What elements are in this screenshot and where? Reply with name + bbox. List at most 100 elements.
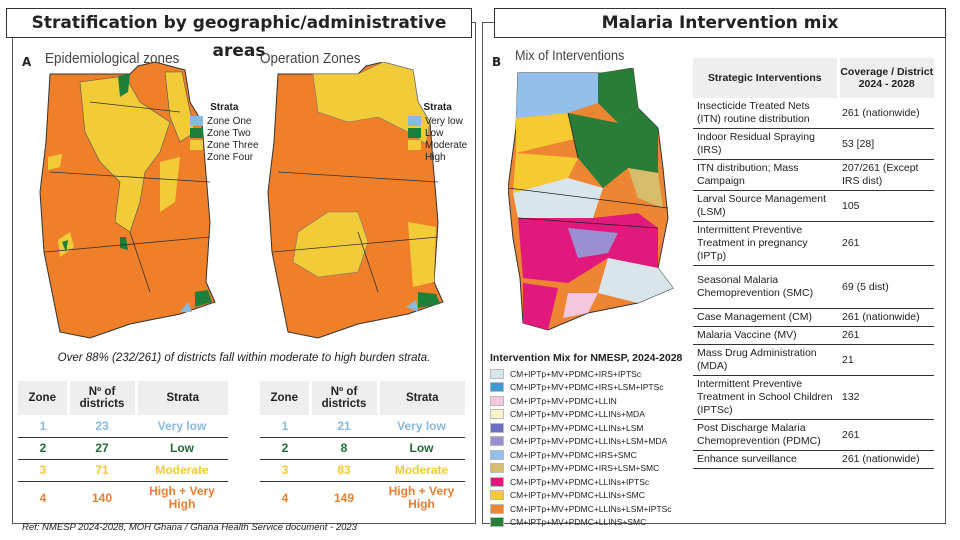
table-row: 2 27 Low [18,437,228,460]
table-cell: 132 [838,375,934,420]
table-cell: High + Very High [149,484,215,512]
legend-label: CM+IPTp+MV+PDMC+LLINs+MDA [510,409,645,420]
table-row: 1 23 Very low [18,415,228,438]
legend-label: CM+IPTp+MV+PDMC+IRS+SMC [510,449,637,460]
legend-item: CM+IPTp+MV+PDMC+IRS+LSM+SMC [490,462,682,476]
col-header: Strata [136,381,228,415]
col-header: Coverage / District 2024 - 2028 [838,58,934,98]
legend-item: CM+IPTp+MV+PDMC+LLINs+LSM+MDA [490,435,682,449]
table-cell: 27 [68,437,136,460]
map2-legend: Strata Very low Low Moderate High [408,102,467,163]
legend-swatch [490,382,504,393]
legend-swatch [490,436,504,447]
table-cell: Very low [378,415,465,438]
table-row: Intermittent Preventive Treatment in pre… [693,221,934,266]
col-header: Strata [378,381,465,415]
legend-item: CM+IPTp+MV+PDMC+LLINs+IPTSc [490,475,682,489]
legend-label: CM+IPTp+MV+PDMC+LLINs+SMC [510,490,645,501]
table-row: Post Discharge Malaria Chemoprevention (… [693,419,934,451]
table-row: ITN distribution; Mass Campaign 207/261 (… [693,159,934,191]
table-cell: 261 [838,326,934,345]
legend-item: CM+IPTp+MV+PDMC+IRS+IPTSc [490,367,682,381]
table-row: Larval Source Management (LSM) 105 [693,190,934,222]
legend-item: CM+IPTp+MV+PDMC+LLINs+SMC [490,489,682,503]
legend-item: Zone One [190,115,259,127]
legend-swatch [490,449,504,460]
intervention-legend: Intervention Mix for NMESP, 2024-2028 CM… [490,352,682,529]
table-cell: 3 [260,459,310,482]
legend-item: CM+IPTp+MV+PDMC+IRS+SMC [490,448,682,462]
table-cell: 105 [838,190,934,222]
table-cell: Malaria Vaccine (MV) [693,326,838,345]
table-cell: Indoor Residual Spraying (IRS) [693,128,838,160]
table-cell: Larval Source Management (LSM) [693,190,838,222]
legend-swatch [490,463,504,474]
table-cell: 1 [260,415,310,438]
table-cell: Insecticide Treated Nets (ITN) routine d… [693,98,838,129]
legend-swatch [490,395,504,406]
table-cell: Intermittent Preventive Treatment in Sch… [693,375,838,420]
operation-zones-map [267,62,444,339]
reference-note: Ref: NMESP 2024-2028, MOH Ghana / Ghana … [22,522,357,533]
table-cell: 140 [91,490,113,505]
legend-item: CM+IPTp+MV+PDMC+IRS+LSM+IPTSc [490,381,682,395]
table-cell: 207/261 (Except IRS dist) [838,159,934,191]
table-cell: 149 [333,490,355,505]
legend-swatch [490,476,504,487]
table-row: Mass Drug Administration (MDA) 21 [693,344,934,376]
operation-zone-table: Zone Nº of districts Strata 1 21 Very low 2 8 L… [260,381,465,515]
col-header: Strategic Interventions [693,58,840,98]
legend-item: Low [408,127,467,139]
table-cell: 3 [18,459,68,482]
table-cell: 69 (5 dist) [838,265,934,309]
table-cell: Seasonal Malaria Chemoprevention (SMC) [693,265,838,309]
legend-item: CM+IPTp+MV+PDMC+LLINs+LSM [490,421,682,435]
table-row: Malaria Vaccine (MV) 261 [693,326,934,345]
table-row: Seasonal Malaria Chemoprevention (SMC) 69… [693,265,934,309]
panel-letter-a: A [22,55,32,69]
table-cell: 261 (nationwide) [838,308,934,327]
intervention-mix-map [508,68,674,331]
legend-item: CM+IPTp+MV+PDMC+LLINS+SMC [490,516,682,530]
epidemiological-zones-map [39,62,216,339]
table-row: Intermittent Preventive Treatment in Sch… [693,375,934,420]
table-row: Insecticide Treated Nets (ITN) routine d… [693,98,934,129]
legend-label: CM+IPTp+MV+PDMC+LLINs+LSM [510,422,644,433]
legend-swatch [490,490,504,501]
table-cell: 83 [310,459,378,482]
table-cell: 4 [39,490,47,505]
table-row: 2 8 Low [260,437,465,460]
legend-item: Zone Four [190,151,259,163]
legend-swatch [490,368,504,379]
table-cell: High + Very High [388,484,455,512]
map1-title: Epidemiological zones [45,50,180,67]
legend-item: CM+IPTp+MV+PDMC+LLINs+MDA [490,408,682,422]
table-row: 4 140 High + Very High [18,481,228,515]
legend-title: Intervention Mix for NMESP, 2024-2028 [490,352,683,364]
table-cell: Very low [136,415,228,438]
table-cell: 71 [68,459,136,482]
legend-item: Zone Two [190,127,259,139]
table-cell: Mass Drug Administration (MDA) [693,344,838,376]
table-cell: ITN distribution; Mass Campaign [693,159,838,191]
legend-swatch [490,409,504,420]
legend-item: Zone Three [190,139,259,151]
legend-label: CM+IPTp+MV+PDMC+LLINS+SMC [510,517,647,528]
table-cell: 21 [310,415,378,438]
table-row: Indoor Residual Spraying (IRS) 53 [28] [693,128,934,160]
legend-title: Strata [210,102,239,113]
legend-label: CM+IPTp+MV+PDMC+IRS+LSM+IPTSc [510,382,664,393]
legend-item: High [408,151,467,163]
legend-swatch [490,422,504,433]
col-header: Nº of districts [310,381,380,415]
table-row: 3 83 Moderate [260,459,465,482]
table-cell: Low [136,437,228,460]
legend-item: CM+IPTp+MV+PDMC+LLIN [490,394,682,408]
legend-label: CM+IPTp+MV+PDMC+LLIN [510,395,617,406]
table-cell: 261 (nationwide) [838,98,934,129]
legend-label: CM+IPTp+MV+PDMC+IRS+LSM+SMC [510,463,660,474]
legend-item: Moderate [408,139,467,151]
legend-label: CM+IPTp+MV+PDMC+LLINs+LSM+IPTSc [510,503,672,514]
table-cell: 4 [281,490,289,505]
map1-legend: Strata Zone One Zone Two Zone Three Zone… [190,102,259,163]
